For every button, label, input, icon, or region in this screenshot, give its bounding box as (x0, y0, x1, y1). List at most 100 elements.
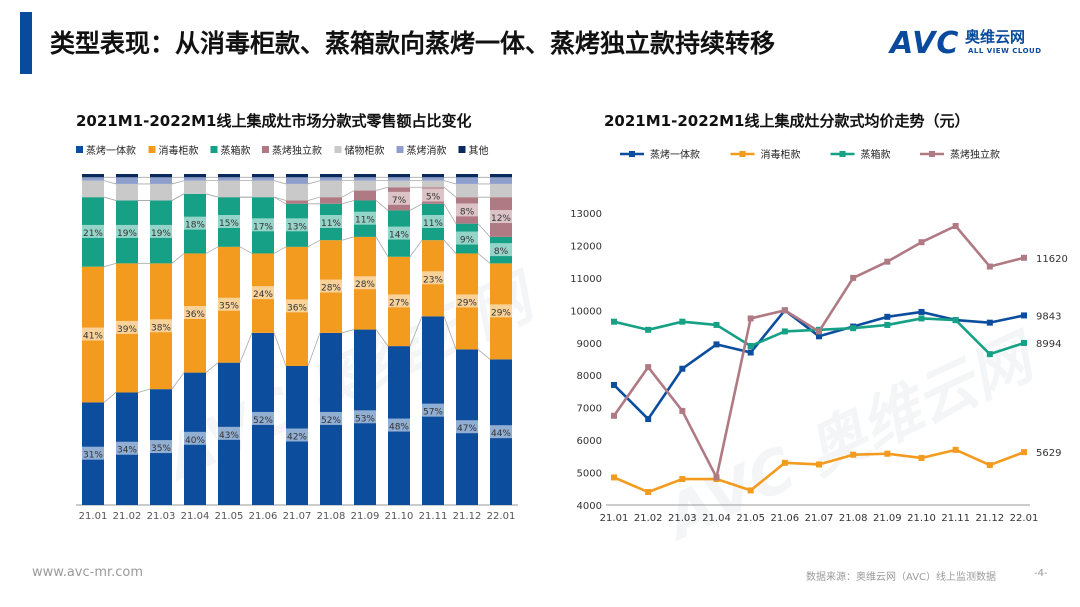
legend-marker (739, 151, 746, 157)
data-point (713, 474, 720, 481)
data-point (986, 263, 993, 270)
data-label-bg (148, 224, 174, 238)
legend-item: 蒸烤独立款 (262, 144, 322, 157)
data-label-bg (80, 224, 106, 238)
data-label-bg (352, 410, 378, 424)
data-label-bg (182, 431, 208, 445)
legend-item: 储物柜款 (334, 144, 385, 157)
data-label: 36% (287, 303, 307, 313)
end-value-label: 11620 (1036, 254, 1068, 265)
data-label: 52% (321, 416, 341, 426)
bar-segment (286, 177, 308, 184)
data-label: 38% (151, 323, 171, 333)
x-tick-label: 21.06 (249, 511, 278, 522)
slide-title: 类型表现：从消毒柜款、蒸箱款向蒸烤一体、蒸烤独立款持续转移 (50, 29, 776, 58)
data-label: 23% (423, 275, 443, 285)
bar-segment (252, 180, 274, 198)
data-label-bg (114, 441, 140, 455)
bar-segment (116, 174, 138, 178)
x-tick-label: 21.02 (113, 511, 142, 522)
data-label: 41% (83, 332, 103, 342)
y-tick-label: 11000 (570, 274, 602, 285)
data-point (611, 474, 617, 481)
bar-segment (252, 177, 274, 181)
data-point (679, 365, 686, 372)
data-point (952, 222, 959, 229)
bar-segment (150, 183, 172, 201)
data-label-bg (182, 216, 208, 230)
data-label: 47% (457, 424, 477, 434)
title-accent-bar (20, 12, 32, 74)
data-label: 21% (83, 229, 103, 239)
data-label-bg (352, 211, 378, 225)
x-tick-label: 22.01 (1010, 513, 1039, 524)
data-label-bg (488, 210, 514, 224)
x-tick-label: 21.07 (805, 513, 834, 524)
data-point (611, 318, 617, 325)
data-point (884, 450, 891, 457)
data-label: 53% (355, 414, 375, 424)
data-point (850, 274, 857, 281)
x-tick-label: 21.06 (771, 513, 800, 524)
bar-segment (490, 174, 512, 178)
x-tick-label: 21.04 (702, 513, 731, 524)
bar-segment (286, 183, 308, 201)
bar-segment (388, 177, 410, 181)
legend-swatch (396, 146, 404, 153)
legend-item: 蒸烤消款 (396, 144, 447, 157)
legend-item: 其他 (458, 144, 489, 157)
y-tick-label: 13000 (570, 209, 602, 220)
data-label: 42% (287, 432, 307, 442)
data-label: 15% (219, 219, 239, 229)
data-label: 35% (151, 444, 171, 454)
logo-cn-name: 奥维云网 (965, 28, 1026, 46)
x-tick-label: 21.03 (147, 511, 176, 522)
bar-segment (184, 177, 206, 181)
legend-item: 蒸烤独立款 (920, 148, 1000, 161)
x-tick-label: 21.02 (634, 513, 663, 524)
data-label: 44% (491, 429, 511, 439)
y-tick-label: 7000 (577, 404, 602, 415)
data-point (952, 317, 959, 324)
data-label-bg (454, 203, 480, 217)
data-point (747, 487, 754, 494)
bar-segment (320, 174, 342, 178)
page-number: -4- (1034, 568, 1048, 579)
data-label-bg (80, 446, 106, 460)
data-label-bg (148, 319, 174, 333)
legend-label: 储物柜款 (345, 144, 385, 157)
x-tick-label: 21.03 (668, 513, 697, 524)
x-tick-label: 21.11 (941, 513, 970, 524)
data-label-bg (318, 214, 344, 228)
bar-segment (490, 177, 512, 184)
legend-swatch (148, 146, 156, 153)
data-label: 9% (460, 236, 475, 246)
data-label-bg (454, 294, 480, 308)
x-tick-label: 21.01 (79, 511, 108, 522)
data-label: 57% (423, 408, 443, 418)
x-tick-label: 21.12 (976, 513, 1005, 524)
data-point (816, 461, 822, 468)
bar-segment (456, 183, 478, 198)
data-label-bg (386, 191, 412, 205)
legend-swatch (262, 146, 269, 153)
data-label-bg (488, 425, 514, 439)
bar-segment (150, 174, 172, 178)
data-label: 28% (321, 284, 341, 294)
data-label: 39% (117, 325, 137, 335)
data-label-bg (250, 286, 276, 300)
data-label-bg (420, 271, 446, 285)
x-tick-label: 21.08 (317, 511, 346, 522)
data-label: 18% (185, 221, 205, 231)
footer-url[interactable]: www.avc-mr.com (32, 565, 144, 580)
bar-segment (116, 183, 138, 201)
x-tick-label: 21.05 (215, 511, 244, 522)
data-label-bg (386, 294, 412, 308)
data-label: 29% (457, 298, 477, 308)
data-label-bg (318, 411, 344, 425)
legend-item: 蒸箱款 (830, 148, 891, 161)
bar-segment (150, 177, 172, 184)
x-tick-label: 21.09 (351, 511, 380, 522)
legend-label: 消毒柜款 (159, 144, 199, 157)
x-tick-label: 21.01 (600, 513, 629, 524)
